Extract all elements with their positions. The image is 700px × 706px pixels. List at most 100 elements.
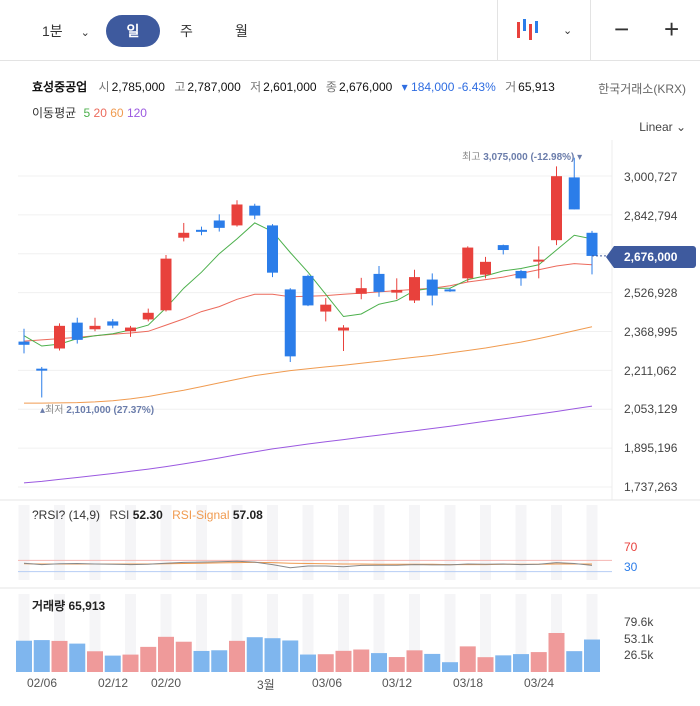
candle-body [125, 327, 136, 332]
volume-bar [211, 650, 228, 672]
candle-body [444, 289, 456, 292]
candle-body [284, 289, 296, 357]
rsi-bg-stripe [196, 505, 207, 580]
volume-title: 거래량 [32, 599, 66, 613]
ma5-label: 5 [83, 106, 91, 120]
volume-bar [104, 655, 121, 672]
rsi-bg-stripe [480, 505, 491, 580]
volume-label: 거 [505, 80, 517, 94]
rsi-level-30: 30 [624, 560, 638, 574]
volume-bar [495, 655, 512, 672]
ma-legend: 이동평균 5 20 60 120 [32, 104, 147, 121]
zoom-out-button[interactable]: − [614, 14, 630, 44]
volume-bg-stripe [480, 594, 491, 672]
x-axis-label: 02/12 [98, 676, 129, 690]
candle-body [107, 321, 119, 326]
volume-axis-label: 53.1k [624, 632, 654, 646]
volume-bar [317, 654, 334, 672]
volume-bar [282, 640, 299, 672]
low-marker: ▴최저 2,101,000 (27.37%) [40, 405, 155, 416]
rsi-bg-stripe [515, 505, 527, 580]
current-price-tag: 2,676,000 [606, 246, 696, 268]
tab-month[interactable]: 월 [235, 23, 248, 39]
zoom-in-button[interactable]: + [664, 14, 680, 44]
rsi-bg-stripe [125, 505, 136, 580]
rsi-bg-stripe [54, 505, 65, 580]
volume-bg-stripe [231, 594, 243, 672]
candle-body [213, 220, 225, 228]
volume-bg-stripe [338, 594, 349, 672]
ma120-line [23, 405, 593, 484]
ma120-label: 120 [126, 106, 147, 120]
candle-body [36, 368, 48, 371]
volume-bar [300, 654, 316, 672]
volume-bg-stripe [196, 594, 207, 672]
volume-bar [513, 654, 529, 672]
volume-bg-stripe [160, 594, 172, 672]
change-value: ▾ 184,000 -6.43% [401, 80, 496, 94]
toolbar-divider-2 [590, 0, 591, 60]
exchange-label: 한국거래소(KRX) [598, 82, 686, 96]
candle-body [249, 205, 261, 216]
volume-bar [158, 636, 174, 672]
volume-bar [175, 641, 192, 672]
candle-body [373, 273, 385, 292]
x-axis-label: 03/24 [524, 676, 555, 690]
ma60-label: 60 [110, 106, 124, 120]
open-value: 2,785,000 [111, 80, 165, 94]
volume-bg-stripe [373, 594, 385, 672]
volume-bar [51, 640, 68, 672]
rsi-bg-stripe [267, 505, 278, 580]
volume-bar [193, 650, 210, 672]
candle-body [426, 279, 438, 296]
candle-body [71, 322, 83, 340]
rsi-bg-stripe [231, 505, 243, 580]
toolbar-divider [497, 0, 498, 60]
interval-dropdown[interactable]: 1분 ⌄ [42, 14, 90, 48]
rsi-bg-stripe [373, 505, 385, 580]
scale-mode-dropdown[interactable]: Linear ⌄ [639, 120, 686, 134]
candle-body [178, 232, 190, 238]
candle-body [515, 270, 527, 279]
candle-body [462, 247, 474, 279]
candle-body [302, 275, 314, 306]
volume-bar [584, 639, 600, 672]
volume-bar [335, 650, 352, 672]
ma-legend-label: 이동평균 [32, 106, 77, 120]
volume-bar [442, 662, 458, 672]
candle-body [89, 325, 101, 330]
volume-axis-label: 26.5k [624, 648, 654, 662]
price-axis-label: 2,526,928 [624, 286, 678, 300]
ma5-line [23, 222, 593, 347]
high-value: 2,787,000 [187, 80, 241, 94]
tab-week[interactable]: 주 [180, 23, 193, 39]
volume-bar [87, 651, 103, 672]
volume-bg-stripe [54, 594, 65, 672]
candle-body [409, 277, 420, 301]
rsi-bg-stripe [338, 505, 349, 580]
volume-bar [371, 653, 387, 672]
tab-day[interactable]: 일 [106, 15, 160, 47]
volume-value: 65,913 [518, 80, 555, 94]
chart-toolbar: 1분 ⌄ 일 주 월 ⌄ − + [0, 0, 700, 61]
volume-bar [388, 657, 405, 672]
candle-body [142, 312, 154, 320]
close-label: 종 [325, 80, 337, 94]
stock-info: 효성중공업 시 2,785,000 고 2,787,000 저 2,601,000 종… [32, 78, 561, 95]
chart-type-chevron-icon[interactable]: ⌄ [563, 25, 573, 37]
rsi-legend: ?RSI? (14,9) RSI 52.30 RSI-Signal 57.08 [32, 508, 263, 522]
price-axis-label: 2,842,794 [624, 209, 678, 223]
open-label: 시 [98, 80, 110, 94]
volume-bar [459, 646, 476, 672]
rsi-value: 52.30 [132, 508, 163, 522]
volume-bg-stripe [444, 594, 456, 672]
candle-body [497, 245, 509, 251]
chart-type-button[interactable] [515, 18, 543, 52]
stock-name: 효성중공업 [32, 80, 88, 94]
volume-bar [229, 640, 245, 672]
candle-body [391, 289, 403, 293]
volume-bar [566, 651, 583, 672]
volume-bar [406, 650, 423, 672]
candle-body [338, 327, 349, 331]
